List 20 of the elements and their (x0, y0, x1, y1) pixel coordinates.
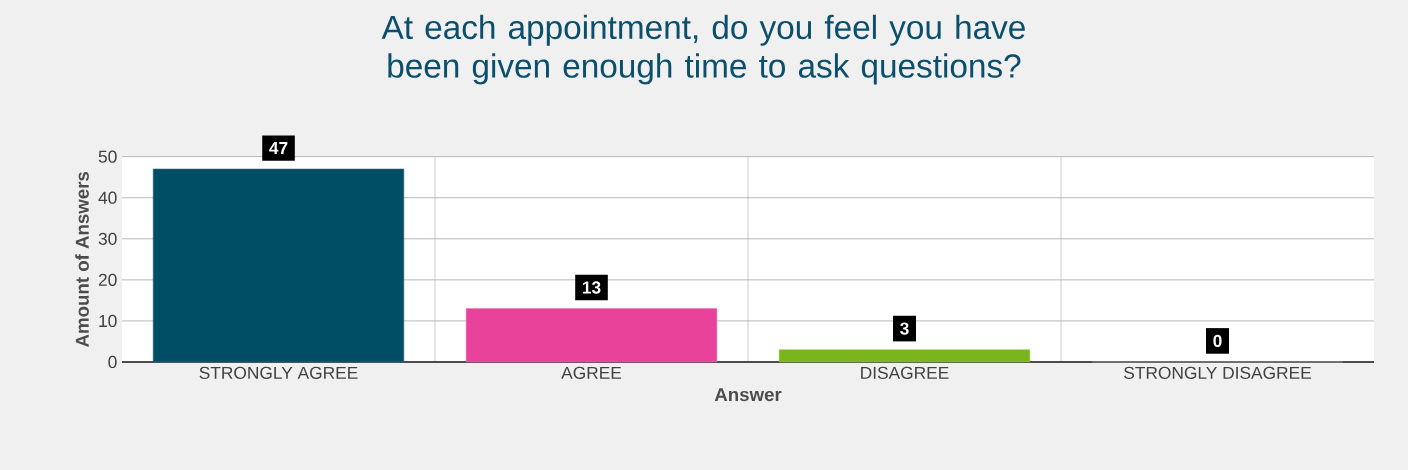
x-tick-label: STRONGLY DISAGREE (1124, 366, 1311, 379)
bar (152, 168, 405, 363)
y-tick-label: 50 (98, 150, 117, 163)
y-axis-title: Amount of Answers (75, 171, 89, 348)
y-tick-label: 20 (98, 273, 117, 286)
y-tick-label: 40 (98, 191, 117, 204)
data-label: 13 (582, 281, 601, 294)
bar (778, 349, 1031, 363)
data-label: 47 (269, 142, 288, 155)
y-tick-label: 0 (108, 355, 117, 369)
x-tick-label: DISAGREE (861, 366, 949, 379)
data-label: 3 (900, 322, 909, 335)
data-label: 0 (1213, 334, 1222, 348)
y-tick-label: 30 (98, 232, 117, 245)
bar (465, 308, 718, 363)
x-axis-title: Answer (714, 388, 782, 402)
x-tick-label: AGREE (561, 366, 622, 379)
x-tick-label: STRONGLY AGREE (199, 366, 358, 379)
chart-title: At each appointment, do you feel you have been given enough time to ask questions? (381, 14, 1025, 85)
y-tick-label: 10 (99, 314, 117, 328)
